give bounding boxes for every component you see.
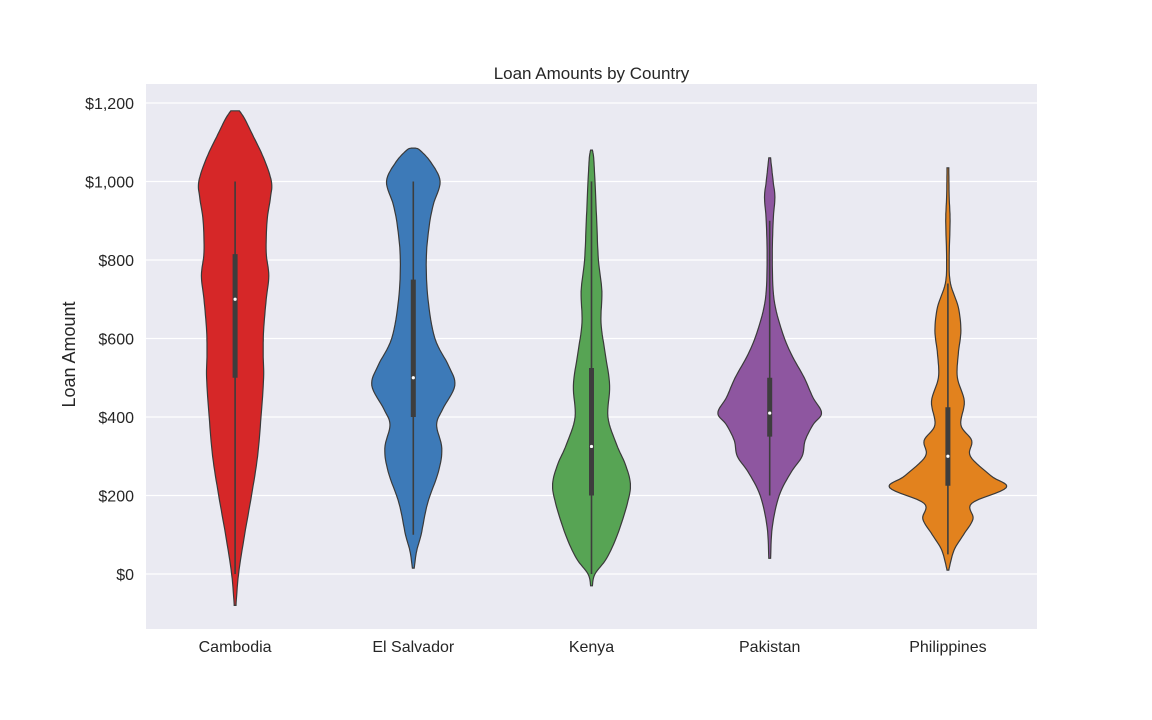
violin-pakistan [717,157,823,559]
x-axis-ticks: Cambodia El Salvador Kenya Pakistan Philippi… [199,639,987,656]
violins [197,110,1008,606]
y-axis-label: Loan Amount [59,301,79,407]
y-axis-ticks: $0 $200 $400 $600 $800 $1,000 $1,200 [85,96,134,584]
x-tick-label: Kenya [569,639,614,656]
violin-el-salvador [371,147,456,569]
y-tick-label: $600 [98,332,134,349]
median-marker [411,376,415,380]
median-marker [589,444,594,449]
x-tick-label: Cambodia [199,639,272,656]
median-marker [768,411,772,415]
x-tick-label: El Salvador [372,639,454,656]
y-tick-label: $800 [98,253,134,270]
chart-title: Loan Amounts by Country [494,64,690,83]
violin-kenya [552,149,631,587]
y-tick-label: $0 [116,567,134,584]
violin-cambodia [197,110,273,606]
x-tick-label: Pakistan [739,639,800,656]
median-marker [233,297,237,301]
x-tick-label: Philippines [909,639,986,656]
violin-philippines [888,167,1008,571]
y-tick-label: $400 [98,410,134,427]
y-tick-label: $1,000 [85,175,134,192]
y-tick-label: $200 [98,489,134,506]
y-tick-label: $1,200 [85,96,134,113]
median-marker [946,454,950,458]
